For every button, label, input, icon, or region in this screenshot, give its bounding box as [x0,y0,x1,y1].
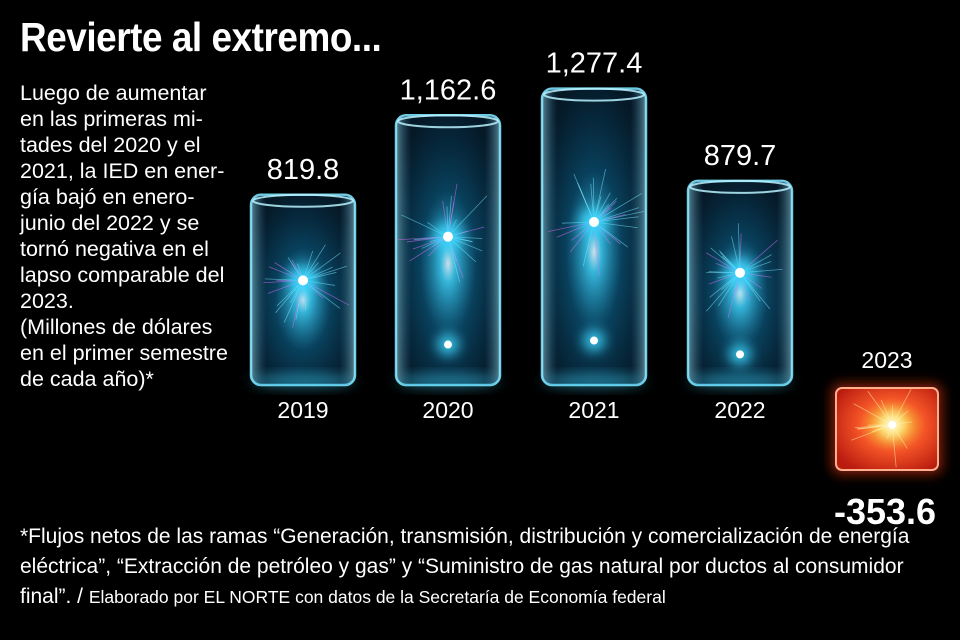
labels-layer: 819.8 2019 1,162.6 2020 1,277.4 2021 879.7 2022… [267,48,936,532]
bar-2022 [686,179,794,388]
description-line: junio del 2022 y se [20,211,200,235]
bar-2021 [540,87,648,388]
bars-layer [249,87,942,474]
bar-2020 [394,114,502,388]
footnote-credit: Elaborado por EL NORTE con datos de la S… [88,587,666,607]
description-line: Luego de aumentar [20,81,207,105]
tick-label-2020: 2020 [422,397,473,423]
description-line: en las primeras mi- [20,107,203,131]
tick-label-2019: 2019 [277,397,328,423]
chart-title: Revierte al extremo... [20,14,382,60]
data-label-2021: 1,277.4 [546,48,643,80]
description-line: tades del 2020 y el [20,133,201,157]
description-line: lapso comparable del [20,263,225,287]
footnote: *Flujos netos de las ramas “Generación, … [20,522,950,612]
tick-label-2021: 2021 [568,397,619,423]
bar-2019 [249,193,357,388]
chart-description: Luego de aumentar en las primeras mi- ta… [20,80,240,392]
data-label-2019: 819.8 [267,154,340,186]
footnote-text: *Flujos netos de las ramas “Generación, … [20,525,910,608]
bar-2023 [832,384,942,474]
description-line: tornó negativa en el [20,237,209,261]
data-label-2020: 1,162.6 [400,74,497,106]
data-label-2022: 879.7 [704,140,777,172]
tick-label-2022: 2022 [714,397,765,423]
description-line: 2023. [20,289,74,313]
description-line: de cada año)* [20,367,154,391]
description-line: en el primer semestre [20,341,228,365]
tick-label-2023: 2023 [861,347,912,373]
description-line: 2021, la IED en ener- [20,159,225,183]
description-line: gía bajó en enero- [20,185,195,209]
data-label-2023: -353.6 [834,491,936,532]
description-line: (Millones de dólares [20,315,213,339]
